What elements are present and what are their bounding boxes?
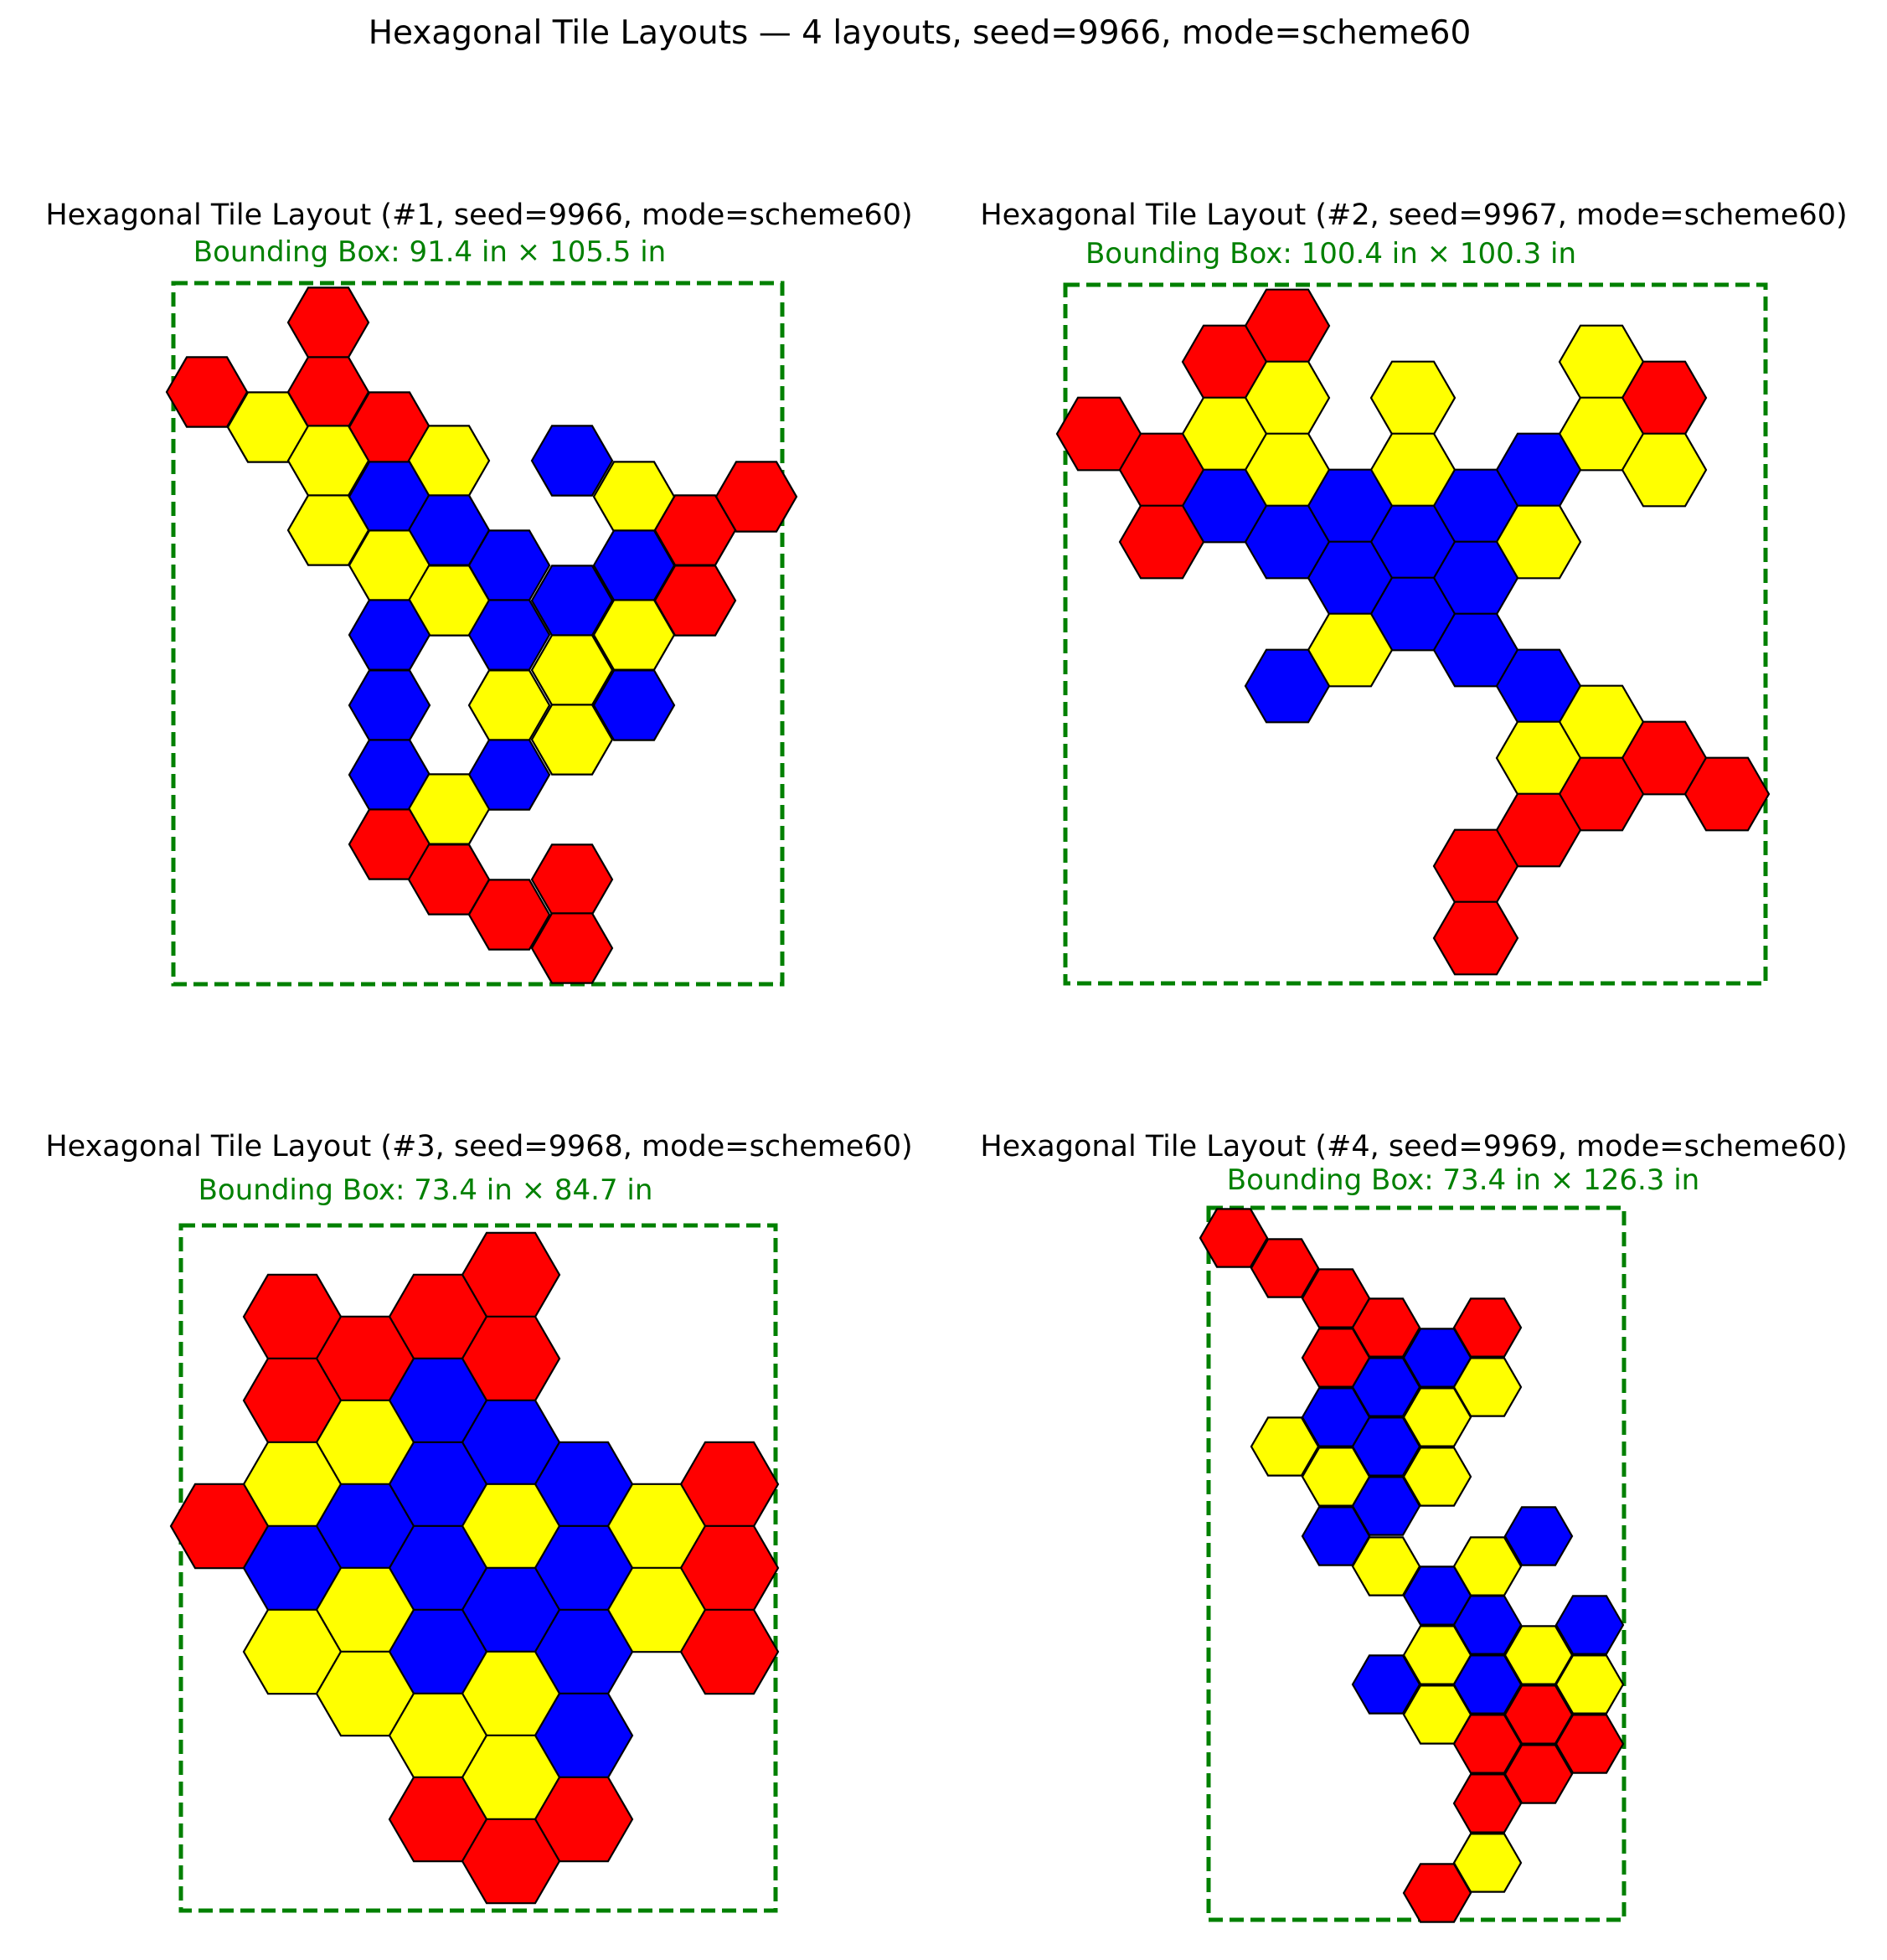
panel-3-tiles	[169, 1231, 780, 1905]
hex-tile-red	[286, 286, 370, 358]
hex-tile-red	[467, 879, 551, 951]
hex-tile-blue	[1452, 1654, 1523, 1715]
hex-tile-red	[1683, 756, 1771, 832]
hex-tile-blue	[1351, 1416, 1421, 1477]
hex-tile-red	[1554, 1714, 1625, 1774]
panel-3-title: Hexagonal Tile Layout (#3, seed=9968, mo…	[45, 1130, 912, 1163]
panel-1: Hexagonal Tile Layout (#1, seed=9966, mo…	[45, 199, 913, 987]
hex-tile-blue	[530, 425, 614, 497]
panel-2-tiles	[1055, 288, 1771, 976]
hex-tile-blue	[1351, 1476, 1421, 1536]
hex-tile-red	[461, 1818, 561, 1905]
hex-tile-red	[1402, 1863, 1472, 1923]
hex-tile-blue	[1244, 648, 1331, 724]
hex-tile-blue	[592, 669, 676, 741]
panel-2: Hexagonal Tile Layout (#2, seed=9967, mo…	[980, 199, 1848, 986]
hex-tile-red	[530, 912, 614, 984]
figure-title: Hexagonal Tile Layouts — 4 layouts, seed…	[369, 14, 1472, 52]
hex-tile-blue	[1351, 1654, 1421, 1715]
panel-3-bounding-box	[178, 1223, 778, 1913]
hex-tile-blue	[1452, 1595, 1523, 1655]
hex-tile-red	[1250, 1238, 1320, 1298]
hex-tile-red	[1199, 1208, 1269, 1268]
panel-1-bbox-label: Bounding Box: 91.4 in × 105.5 in	[193, 235, 666, 269]
hex-tile-blue	[1351, 1357, 1421, 1417]
hex-tile-blue	[1503, 1506, 1574, 1566]
panel-3-bbox-label: Bounding Box: 73.4 in × 84.7 in	[198, 1173, 653, 1207]
panel-4-bbox-label: Bounding Box: 73.4 in × 126.3 in	[1227, 1163, 1699, 1197]
hex-tile-yellow	[1554, 1654, 1625, 1715]
panel-4: Hexagonal Tile Layout (#4, seed=9969, mo…	[980, 1130, 1848, 1923]
panel-1-title: Hexagonal Tile Layout (#1, seed=9966, mo…	[45, 199, 912, 232]
hex-tile-red	[1351, 1297, 1421, 1358]
panel-4-title: Hexagonal Tile Layout (#4, seed=9969, mo…	[980, 1130, 1847, 1163]
hex-tile-red	[1452, 1297, 1523, 1358]
hex-tile-red	[1118, 504, 1205, 580]
hex-tile-blue	[348, 669, 431, 741]
hex-tile-yellow	[1452, 1357, 1523, 1417]
hex-tile-yellow	[1250, 1416, 1320, 1477]
panel-3: Hexagonal Tile Layout (#3, seed=9968, mo…	[45, 1130, 913, 1913]
panel-2-bbox-label: Bounding Box: 100.4 in × 100.3 in	[1085, 237, 1576, 271]
panel-2-title: Hexagonal Tile Layout (#2, seed=9967, mo…	[980, 199, 1847, 232]
panel-1-tiles	[165, 286, 798, 984]
panel-4-tiles	[1199, 1208, 1625, 1923]
panel-4-bounding-box	[1206, 1205, 1627, 1922]
hex-tile-yellow	[1369, 360, 1456, 436]
hex-tile-yellow	[530, 704, 614, 776]
hex-tile-yellow	[1621, 432, 1708, 508]
hex-tile-blue	[1554, 1595, 1625, 1655]
hex-tile-yellow	[1452, 1833, 1523, 1893]
hex-tile-red	[679, 1608, 780, 1695]
hex-tile-red	[1452, 1773, 1523, 1834]
panel-2-bounding-box	[1063, 282, 1768, 986]
hex-tile-red	[1452, 1714, 1523, 1774]
hex-tile-red	[1432, 900, 1519, 976]
panel-1-bounding-box	[171, 281, 785, 987]
